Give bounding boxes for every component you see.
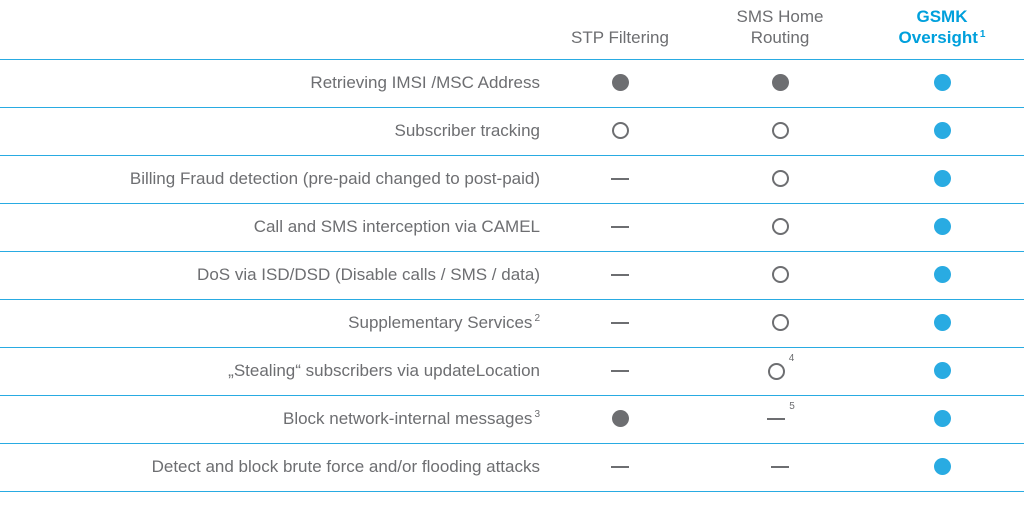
cell: 5 (700, 395, 860, 443)
dash-icon (611, 370, 629, 372)
filled-circle-icon (934, 266, 951, 283)
hollow-circle-icon (772, 170, 789, 187)
filled-circle-icon (934, 218, 951, 235)
cell (540, 59, 700, 107)
row-label: Supplementary Services2 (0, 299, 540, 347)
dash-icon (771, 466, 789, 468)
footnote-marker: 5 (789, 401, 795, 412)
footnote-marker: 4 (789, 353, 795, 364)
row-label-head (0, 0, 540, 59)
hollow-circle-icon (612, 122, 629, 139)
dash-icon (611, 466, 629, 468)
cell (700, 59, 860, 107)
cell (860, 299, 1024, 347)
row-label: „Stealing“ subscribers via updateLocatio… (0, 347, 540, 395)
cell (540, 299, 700, 347)
cell (540, 155, 700, 203)
cell (540, 395, 700, 443)
cell (860, 155, 1024, 203)
filled-circle-icon (934, 458, 951, 475)
row-label-text: Retrieving IMSI /MSC Address (310, 73, 540, 92)
column-header-label: STP Filtering (571, 28, 669, 47)
row-label-text: „Stealing“ subscribers via updateLocatio… (228, 361, 540, 380)
row-label: Detect and block brute force and/or floo… (0, 443, 540, 491)
cell (700, 107, 860, 155)
header-row: STP Filtering SMS HomeRouting GSMKOversigh… (0, 0, 1024, 59)
cell (860, 107, 1024, 155)
cell (700, 203, 860, 251)
hollow-circle-icon (772, 218, 789, 235)
filled-circle-icon (934, 170, 951, 187)
column-header-label: SMS HomeRouting (737, 7, 824, 47)
cell (540, 251, 700, 299)
table-row: DoS via ISD/DSD (Disable calls / SMS / d… (0, 251, 1024, 299)
cell (700, 155, 860, 203)
hollow-circle-icon (768, 363, 785, 380)
table-row: Call and SMS interception via CAMEL (0, 203, 1024, 251)
filled-circle-icon (934, 410, 951, 427)
cell (700, 251, 860, 299)
cell (860, 395, 1024, 443)
row-label: Retrieving IMSI /MSC Address (0, 59, 540, 107)
dash-icon (611, 178, 629, 180)
table-row: Billing Fraud detection (pre-paid change… (0, 155, 1024, 203)
row-label-text: Block network-internal messages (283, 409, 532, 428)
filled-circle-icon (772, 74, 789, 91)
column-header: SMS HomeRouting (700, 0, 860, 59)
cell (540, 347, 700, 395)
filled-circle-icon (612, 410, 629, 427)
cell (860, 443, 1024, 491)
table-row: Block network-internal messages3 5 (0, 395, 1024, 443)
table-row: „Stealing“ subscribers via updateLocatio… (0, 347, 1024, 395)
comparison-table: STP Filtering SMS HomeRouting GSMKOversigh… (0, 0, 1024, 492)
row-label-text: Call and SMS interception via CAMEL (254, 217, 540, 236)
footnote-marker: 1 (980, 29, 986, 40)
cell (540, 107, 700, 155)
table-row: Retrieving IMSI /MSC Address (0, 59, 1024, 107)
dash-icon (767, 418, 785, 420)
filled-circle-icon (612, 74, 629, 91)
row-label: Billing Fraud detection (pre-paid change… (0, 155, 540, 203)
dash-icon (611, 274, 629, 276)
filled-circle-icon (934, 122, 951, 139)
row-label-text: DoS via ISD/DSD (Disable calls / SMS / d… (197, 265, 540, 284)
filled-circle-icon (934, 74, 951, 91)
table-row: Subscriber tracking (0, 107, 1024, 155)
cell: 4 (700, 347, 860, 395)
cell (860, 251, 1024, 299)
cell (860, 59, 1024, 107)
row-label: Subscriber tracking (0, 107, 540, 155)
filled-circle-icon (934, 314, 951, 331)
cell (540, 443, 700, 491)
table-body: Retrieving IMSI /MSC Address Subscriber t… (0, 59, 1024, 491)
cell (860, 347, 1024, 395)
row-label: Call and SMS interception via CAMEL (0, 203, 540, 251)
table-row: Detect and block brute force and/or floo… (0, 443, 1024, 491)
hollow-circle-icon (772, 122, 789, 139)
row-label-text: Detect and block brute force and/or floo… (152, 457, 540, 476)
row-label-text: Billing Fraud detection (pre-paid change… (130, 169, 540, 188)
row-label: Block network-internal messages3 (0, 395, 540, 443)
hollow-circle-icon (772, 314, 789, 331)
table-row: Supplementary Services2 (0, 299, 1024, 347)
row-label-text: Subscriber tracking (394, 121, 540, 140)
row-label-text: Supplementary Services (348, 313, 532, 332)
cell (700, 299, 860, 347)
cell (860, 203, 1024, 251)
cell (700, 443, 860, 491)
column-header: STP Filtering (540, 0, 700, 59)
column-header: GSMKOversight1 (860, 0, 1024, 59)
dash-icon (611, 322, 629, 324)
column-header-label: GSMKOversight (899, 7, 978, 47)
hollow-circle-icon (772, 266, 789, 283)
row-label: DoS via ISD/DSD (Disable calls / SMS / d… (0, 251, 540, 299)
dash-icon (611, 226, 629, 228)
cell (540, 203, 700, 251)
filled-circle-icon (934, 362, 951, 379)
